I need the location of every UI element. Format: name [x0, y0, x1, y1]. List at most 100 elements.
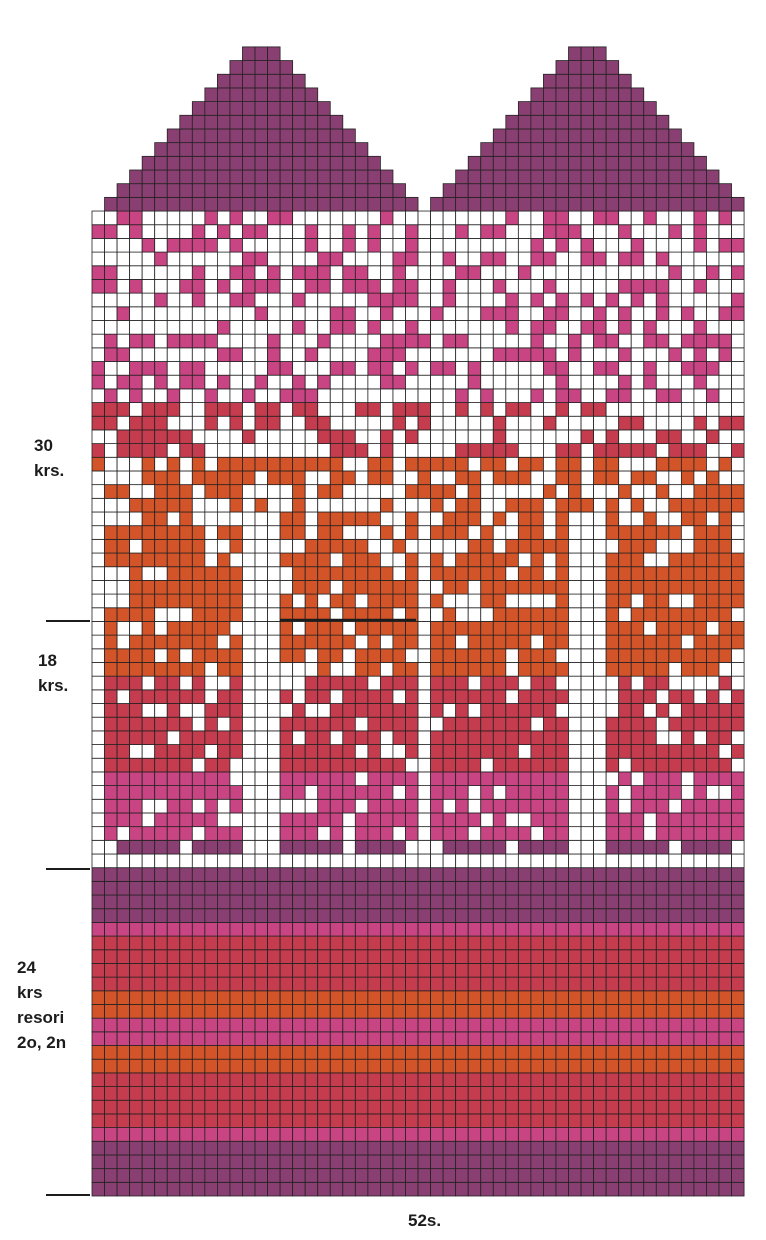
stitch-cell — [342, 730, 356, 745]
stitch-cell — [630, 1113, 645, 1129]
stitch-cell — [555, 580, 569, 595]
stitch-cell — [442, 1099, 457, 1115]
stitch-cell — [216, 320, 231, 335]
stitch-cell — [442, 580, 457, 595]
stitch-cell — [555, 128, 569, 144]
stitch-cell — [693, 1072, 707, 1087]
stitch-cell — [668, 169, 682, 185]
section-marker-bottom — [46, 1194, 90, 1196]
stitch-cell — [693, 689, 707, 704]
stitch-cell — [442, 798, 457, 814]
stitch-cell — [216, 785, 231, 800]
stitch-cell — [405, 361, 419, 376]
stitch-cell — [543, 183, 557, 198]
stitch-cell — [480, 538, 494, 554]
stitch-cell — [718, 388, 732, 403]
stitch-cell — [254, 1181, 268, 1197]
stitch-cell — [417, 1045, 431, 1060]
stitch-cell — [505, 839, 519, 855]
stitch-cell — [480, 812, 494, 828]
stitch-cell — [254, 279, 268, 294]
stitch-cell — [392, 538, 406, 554]
stitch-cell — [304, 538, 319, 554]
stitch-cell — [568, 525, 582, 540]
stitch-cell — [354, 224, 369, 239]
stitch-cell — [354, 716, 369, 732]
stitch-cell — [279, 963, 294, 978]
stitch-cell — [229, 1004, 243, 1019]
stitch-cell — [254, 183, 268, 198]
stitch-cell — [442, 812, 457, 828]
stitch-cell — [329, 867, 344, 882]
stitch-cell — [116, 279, 131, 294]
stitch-cell — [718, 443, 732, 458]
stitch-cell — [430, 607, 444, 622]
stitch-cell — [216, 552, 231, 568]
stitch-cell — [292, 703, 306, 718]
stitch-cell — [229, 142, 243, 157]
stitch-cell — [718, 279, 732, 294]
stitch-cell — [580, 757, 594, 773]
stitch-cell — [254, 826, 268, 841]
stitch-cell — [593, 128, 607, 144]
stitch-cell — [492, 292, 507, 308]
stitch-cell — [405, 716, 419, 732]
stitch-cell — [292, 853, 306, 869]
stitch-cell — [630, 456, 645, 472]
stitch-cell — [467, 607, 482, 622]
stitch-cell — [505, 320, 519, 335]
stitch-cell — [568, 1140, 582, 1156]
stitch-cell — [680, 963, 695, 978]
stitch-cell — [367, 374, 381, 390]
stitch-cell — [417, 1181, 431, 1197]
stitch-cell — [204, 580, 218, 595]
stitch-cell — [618, 1099, 632, 1115]
stitch-cell — [580, 429, 594, 445]
stitch-cell — [254, 484, 268, 499]
stitch-cell — [216, 538, 231, 554]
stitch-cell — [593, 497, 607, 513]
stitch-cell — [317, 265, 331, 280]
stitch-cell — [154, 470, 168, 486]
stitch-cell — [543, 798, 557, 814]
stitch-cell — [392, 675, 406, 691]
stitch-cell — [129, 538, 143, 554]
stitch-cell — [618, 675, 632, 691]
stitch-cell — [279, 990, 294, 1005]
stitch-cell — [467, 456, 482, 472]
stitch-cell — [279, 210, 294, 226]
stitch-cell — [517, 470, 532, 486]
stitch-cell — [630, 101, 645, 116]
stitch-cell — [392, 511, 406, 527]
stitch-cell — [91, 785, 105, 800]
stitch-cell — [129, 621, 143, 636]
stitch-cell — [480, 675, 494, 691]
stitch-cell — [693, 251, 707, 267]
stitch-cell — [392, 812, 406, 828]
stitch-cell — [517, 183, 532, 198]
stitch-cell — [668, 880, 682, 896]
stitch-cell — [292, 374, 306, 390]
stitch-cell — [166, 484, 181, 499]
stitch-cell — [480, 210, 494, 226]
stitch-cell — [191, 730, 206, 745]
stitch-cell — [179, 1127, 193, 1142]
stitch-cell — [492, 853, 507, 869]
stitch-cell — [204, 155, 218, 171]
stitch-cell — [568, 456, 582, 472]
stitch-cell — [267, 853, 281, 869]
stitch-cell — [154, 1099, 168, 1115]
stitch-cell — [317, 648, 331, 663]
stitch-cell — [216, 880, 231, 896]
stitch-cell — [191, 456, 206, 472]
stitch-cell — [392, 484, 406, 499]
stitch-cell — [392, 703, 406, 718]
stitch-cell — [91, 1154, 105, 1170]
stitch-cell — [242, 333, 256, 349]
stitch-cell — [467, 744, 482, 759]
stitch-cell — [630, 429, 645, 445]
stitch-cell — [455, 880, 469, 896]
stitch-cell — [329, 237, 344, 253]
stitch-cell — [655, 976, 670, 992]
stitch-cell — [492, 1154, 507, 1170]
